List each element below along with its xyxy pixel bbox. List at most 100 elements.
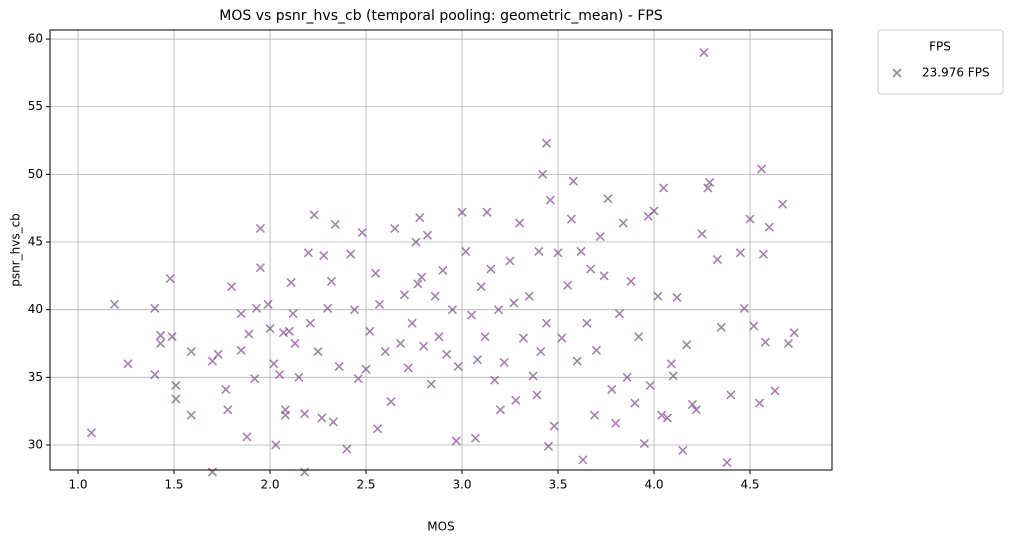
- point: [543, 441, 553, 451]
- point: [213, 349, 223, 359]
- point: [528, 371, 538, 381]
- point: [662, 413, 673, 423]
- point: [223, 405, 233, 415]
- point: [634, 332, 644, 342]
- point: [607, 384, 617, 395]
- point: [319, 250, 329, 261]
- x-tick-label: 2.5: [356, 478, 375, 492]
- point: [657, 410, 667, 420]
- point: [396, 338, 406, 349]
- point: [705, 177, 715, 188]
- point: [472, 355, 482, 365]
- point: [789, 328, 799, 338]
- point: [227, 282, 237, 292]
- point: [511, 395, 521, 405]
- point: [403, 363, 413, 373]
- point: [672, 292, 682, 303]
- point: [699, 48, 709, 58]
- point: [334, 361, 344, 372]
- point: [682, 340, 692, 350]
- point: [486, 264, 496, 274]
- point: [288, 309, 298, 319]
- point: [745, 214, 755, 224]
- point: [407, 318, 417, 328]
- point: [541, 318, 552, 328]
- point: [755, 398, 765, 408]
- point: [221, 384, 231, 395]
- point: [263, 299, 273, 309]
- y-tick-label: 45: [28, 235, 43, 249]
- point: [326, 276, 337, 286]
- x-tick-label: 2.0: [260, 478, 279, 492]
- point: [476, 282, 486, 292]
- point: [447, 305, 457, 315]
- point: [482, 207, 492, 217]
- point: [712, 255, 722, 265]
- x-axis-label: MOS: [427, 520, 454, 534]
- point: [280, 405, 290, 415]
- point: [630, 398, 640, 408]
- point: [330, 219, 340, 229]
- point: [566, 214, 577, 224]
- point: [361, 364, 371, 374]
- point: [515, 218, 525, 228]
- point: [549, 421, 559, 431]
- point: [538, 169, 548, 179]
- point: [536, 347, 546, 357]
- point: [399, 290, 409, 300]
- point: [639, 439, 649, 449]
- point: [572, 356, 582, 366]
- point: [309, 210, 319, 220]
- point: [599, 271, 609, 281]
- point: [756, 164, 767, 174]
- point: [553, 248, 563, 258]
- point: [470, 433, 481, 443]
- point: [265, 324, 275, 334]
- point: [659, 183, 669, 193]
- point: [678, 445, 688, 455]
- point: [586, 264, 596, 274]
- point: [371, 268, 381, 278]
- point: [242, 432, 252, 442]
- x-tick-label: 1.5: [164, 478, 183, 492]
- legend-title: FPS: [929, 40, 951, 54]
- point: [716, 322, 726, 332]
- point: [156, 330, 166, 340]
- point: [255, 223, 265, 234]
- point: [703, 183, 713, 193]
- point: [438, 265, 448, 275]
- point: [123, 359, 133, 369]
- point: [749, 321, 759, 331]
- point: [778, 199, 788, 209]
- point: [430, 291, 440, 301]
- point: [271, 440, 281, 450]
- y-axis-label: psnr_hvs_cb: [9, 213, 23, 287]
- point: [461, 246, 471, 257]
- legend-label: 23.976 FPS: [922, 66, 990, 80]
- point: [323, 303, 333, 313]
- point: [290, 338, 300, 349]
- y-tick-label: 35: [28, 370, 43, 384]
- point: [380, 347, 390, 357]
- point: [532, 390, 542, 400]
- point: [545, 195, 555, 205]
- x-tick-label: 3.0: [452, 478, 471, 492]
- point: [255, 263, 265, 273]
- point: [770, 386, 780, 396]
- point: [411, 237, 421, 247]
- y-tick-label: 60: [28, 32, 43, 46]
- point: [417, 272, 427, 282]
- point: [783, 338, 793, 349]
- point: [365, 326, 375, 336]
- y-tick-label: 50: [28, 167, 43, 181]
- point: [568, 176, 578, 186]
- point: [419, 341, 429, 351]
- point: [374, 299, 385, 309]
- point: [618, 218, 628, 228]
- point: [150, 303, 160, 313]
- point: [524, 291, 534, 301]
- point: [495, 405, 505, 415]
- point: [207, 467, 217, 477]
- point: [372, 424, 383, 434]
